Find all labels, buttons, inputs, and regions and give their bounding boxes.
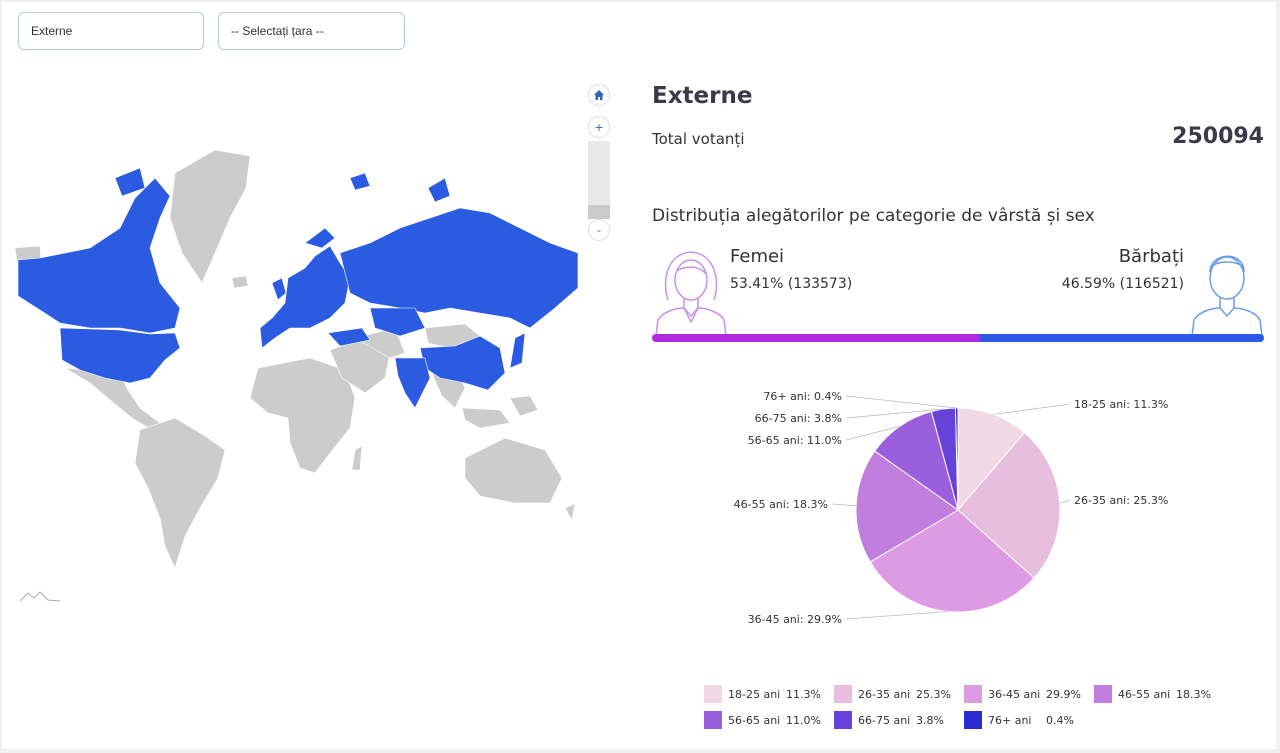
legend-label: 66-75 ani [858,713,911,727]
legend-value: 11.3% [786,687,821,701]
pie-connector [845,611,949,620]
zoom-slider-thumb[interactable] [588,205,610,219]
map-home-button[interactable] [588,84,610,106]
country-select-placeholder: -- Selectați țara -- [231,24,324,38]
female-value: 53.41% (133573) [730,276,853,292]
legend-value: 11.0% [786,713,821,727]
pie-data-label: 76+ ani: 0.4% [763,390,842,403]
pie-data-label: 26-35 ani: 25.3% [1074,494,1168,507]
region-select[interactable]: Externe [18,12,204,50]
world-map[interactable] [10,78,630,618]
female-label: Femei [730,246,785,267]
zoom-out-button[interactable]: - [588,219,610,241]
pie-connector [845,408,944,419]
pie-data-label: 56-65 ani: 11.0% [748,434,842,447]
pie-slice-18-25-ani[interactable] [957,407,1026,512]
total-value: 250094 [1172,124,1264,149]
legend-swatch [704,685,722,703]
pie-connector [831,503,857,507]
region-select-value: Externe [31,24,73,38]
pie-connector [845,395,957,409]
legend-swatch [834,711,852,729]
zoom-in-icon: + [594,120,604,134]
total-row: Total votanți 250094 [652,124,1264,164]
legend-label: 18-25 ani [728,687,781,701]
legend-item[interactable]: 36-45 ani 29.9% [964,684,1086,704]
legend-label: 76+ ani [988,713,1032,727]
male-value: 46.59% (116521) [1061,276,1184,292]
pie-connector [1059,499,1071,504]
pie-connector [993,403,1071,415]
zoom-in-button[interactable]: + [588,116,610,138]
male-label: Bărbați [1118,246,1184,267]
legend-label: 56-65 ani [728,713,781,727]
male-avatar-icon [1191,255,1263,336]
legend-item[interactable]: 66-75 ani 3.8% [834,710,956,730]
zoom-slider[interactable] [588,141,610,219]
female-share-bar [652,334,979,342]
legend-item[interactable]: 46-55 ani 18.3% [1094,684,1216,704]
legend-item[interactable]: 56-65 ani 11.0% [704,710,826,730]
home-icon [594,90,604,100]
legend-label: 46-55 ani [1118,687,1171,701]
legend-swatch [834,685,852,703]
world-map-svg[interactable] [10,78,630,618]
mountain-logo-icon [19,591,61,602]
female-block: Femei 53.41% (133573) [652,240,952,340]
map-highlighted-countries[interactable] [17,167,579,409]
legend-label: 26-35 ani [858,687,911,701]
zoom-out-icon: - [597,223,601,237]
legend-value: 18.3% [1176,687,1211,701]
legend-item[interactable]: 18-25 ani 11.3% [704,684,826,704]
male-share-bar [978,334,1264,342]
total-label: Total votanți [652,130,745,148]
page-title: Externe [652,83,753,109]
legend-item[interactable]: 26-35 ani 25.3% [834,684,956,704]
pie-data-label: 18-25 ani: 11.3% [1074,398,1168,411]
pie-slice-26-35-ani[interactable] [957,431,1061,579]
age-pie-svg: 18-25 ani: 11.3% 26-35 ani: 25.3% 36-45 an… [734,390,1169,626]
pie-data-label: 36-45 ani: 29.9% [748,613,842,626]
pie-connector [845,425,900,441]
gender-share-bar [652,334,1264,342]
distribution-title: Distribuția alegătorilor pe categorie de… [652,206,1095,226]
age-pie-chart: 18-25 ani: 11.3% 26-35 ani: 25.3% 36-45 an… [640,380,1280,640]
legend-item[interactable]: 76+ ani 0.4% [964,710,1086,730]
legend-swatch [1094,685,1112,703]
female-avatar-icon [655,251,727,336]
legend-value: 29.9% [1046,687,1081,701]
legend-value: 3.8% [916,713,944,727]
legend-swatch [964,711,982,729]
legend-swatch [964,685,982,703]
map-zoom-control: + - [588,84,610,241]
legend-value: 25.3% [916,687,951,701]
male-block: Bărbați 46.59% (116521) [964,240,1264,340]
pie-data-label: 66-75 ani: 3.8% [755,412,842,425]
map-credit-logo[interactable] [18,588,62,607]
country-select[interactable]: -- Selectați țara -- [218,12,405,50]
legend-value: 0.4% [1046,713,1074,727]
pie-slice-56-65-ani[interactable] [874,410,959,512]
legend-label: 36-45 ani [988,687,1041,701]
pie-slice-36-45-ani[interactable] [869,509,1035,613]
summary-panel: Externe Total votanți 250094 [652,80,1264,164]
legend-swatch [704,711,722,729]
pie-data-label: 46-55 ani: 18.3% [734,498,828,511]
